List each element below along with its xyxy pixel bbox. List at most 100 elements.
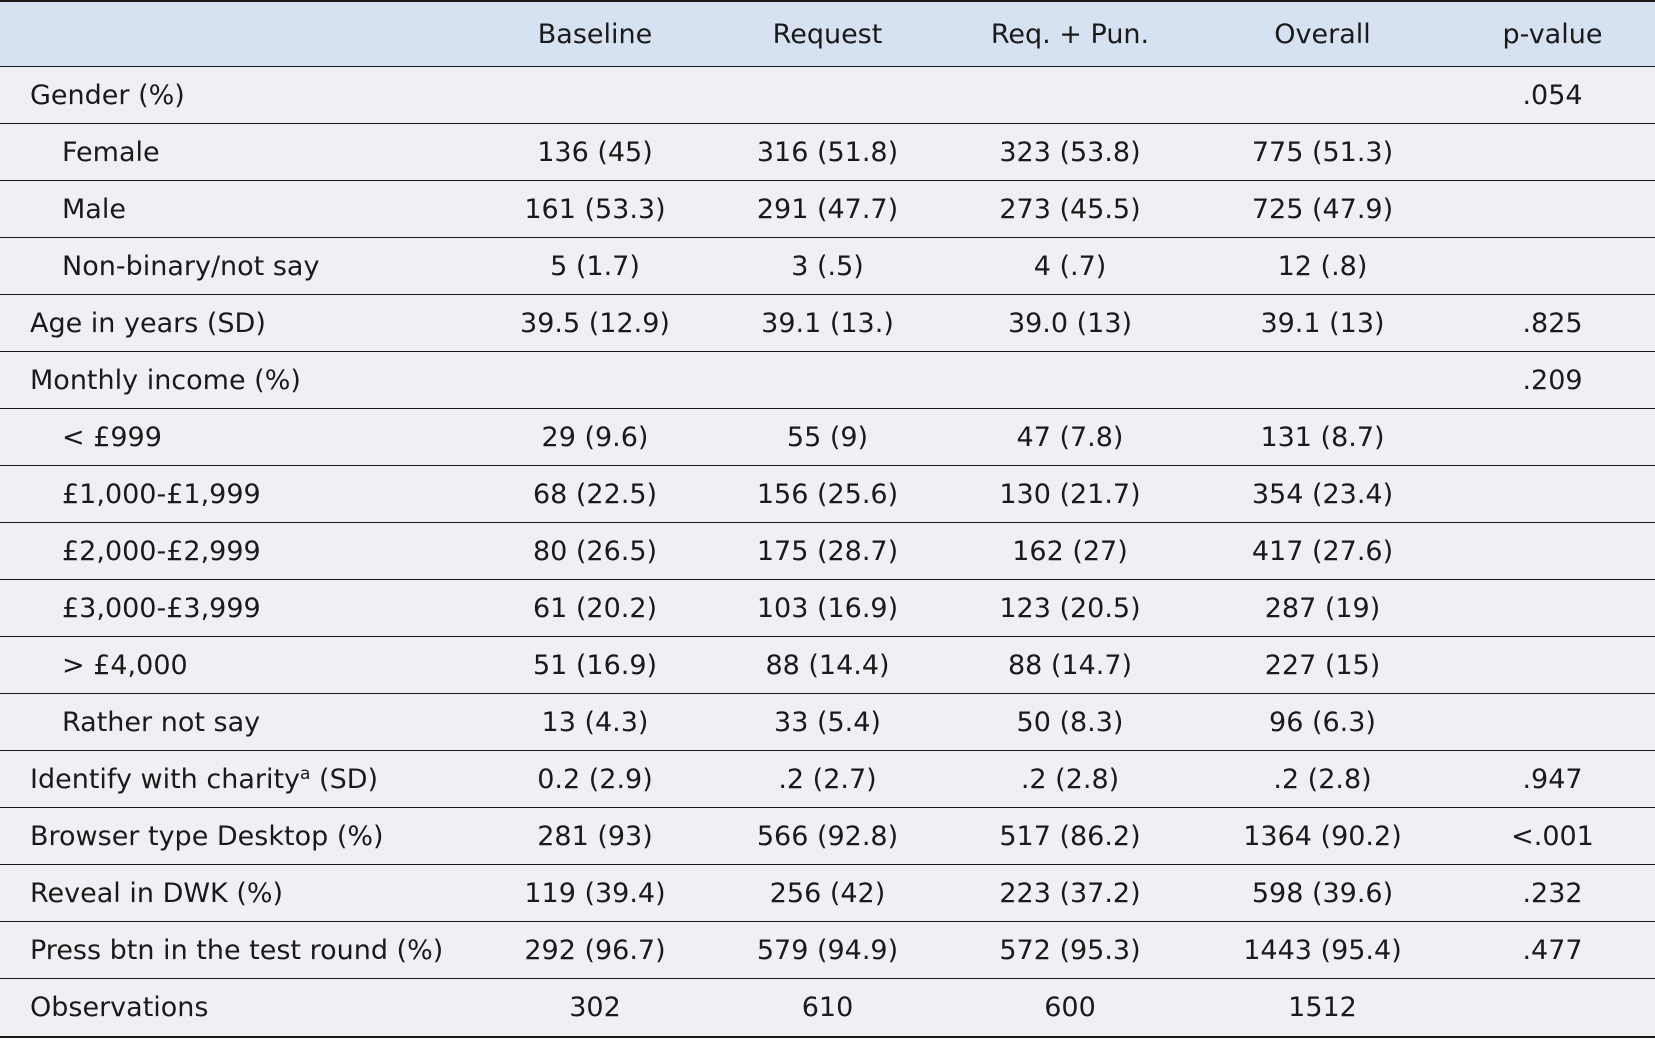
table-row: < £999 29 (9.6) 55 (9) 47 (7.8) 131 (8.7) (0, 408, 1655, 466)
cell-baseline: 119 (39.4) (480, 864, 710, 922)
header-cell-req-pun: Req. + Pun. (945, 0, 1195, 67)
cell-baseline: 281 (93) (480, 807, 710, 865)
row-label-text: £2,000-£2,999 (62, 535, 261, 567)
row-label: Press btn in the test round (%) (0, 921, 480, 979)
table-row: Male 161 (53.3) 291 (47.7) 273 (45.5) 725 (4… (0, 180, 1655, 238)
cell-req-pun: 162 (27) (945, 522, 1195, 580)
row-label: £2,000-£2,999 (0, 522, 480, 580)
cell-request: 33 (5.4) (710, 693, 945, 751)
cell-req-pun: 130 (21.7) (945, 465, 1195, 523)
header-cell-p-value: p-value (1450, 0, 1655, 67)
cell-overall: 96 (6.3) (1195, 693, 1450, 751)
row-label: Female (0, 123, 480, 181)
row-label: Gender (%) (0, 66, 480, 124)
table-row: > £4,000 51 (16.9) 88 (14.4) 88 (14.7) 227 (… (0, 636, 1655, 694)
row-label-text: Female (62, 136, 160, 168)
row-label-text: < £999 (62, 421, 162, 453)
table-row: Non-binary/not say 5 (1.7) 3 (.5) 4 (.7) 12 … (0, 237, 1655, 295)
table-row: Gender (%) .054 (0, 66, 1655, 124)
row-label-suffix: (SD) (310, 763, 379, 795)
cell-request: 566 (92.8) (710, 807, 945, 865)
header-cell-request: Request (710, 0, 945, 67)
cell-overall: .2 (2.8) (1195, 750, 1450, 808)
table-header: Baseline Request Req. + Pun. Overall p-v… (0, 0, 1655, 67)
cell-request: 88 (14.4) (710, 636, 945, 694)
cell-overall: 1443 (95.4) (1195, 921, 1450, 979)
cell-p-value (1450, 408, 1655, 466)
cell-baseline: 29 (9.6) (480, 408, 710, 466)
row-label-text: Browser type Desktop (%) (30, 820, 384, 852)
cell-baseline: 0.2 (2.9) (480, 750, 710, 808)
cell-baseline (480, 351, 710, 409)
table-row: Rather not say 13 (4.3) 33 (5.4) 50 (8.3) 96… (0, 693, 1655, 751)
cell-overall: 354 (23.4) (1195, 465, 1450, 523)
cell-request: 291 (47.7) (710, 180, 945, 238)
cell-overall (1195, 66, 1450, 124)
cell-p-value (1450, 693, 1655, 751)
row-label: < £999 (0, 408, 480, 466)
row-label: Age in years (SD) (0, 294, 480, 352)
row-label: Non-binary/not say (0, 237, 480, 295)
row-label-text: Monthly income (%) (30, 364, 301, 396)
cell-req-pun: 50 (8.3) (945, 693, 1195, 751)
cell-request: 55 (9) (710, 408, 945, 466)
cell-req-pun: 123 (20.5) (945, 579, 1195, 637)
cell-request: 610 (710, 978, 945, 1038)
cell-overall: 12 (.8) (1195, 237, 1450, 295)
row-label: £3,000-£3,999 (0, 579, 480, 637)
cell-request: 316 (51.8) (710, 123, 945, 181)
header-cell-label (0, 0, 480, 67)
cell-p-value (1450, 123, 1655, 181)
cell-p-value (1450, 237, 1655, 295)
cell-baseline: 68 (22.5) (480, 465, 710, 523)
cell-req-pun: 223 (37.2) (945, 864, 1195, 922)
cell-request: 256 (42) (710, 864, 945, 922)
row-label-text: Press btn in the test round (%) (30, 934, 444, 966)
cell-overall: 1512 (1195, 978, 1450, 1038)
table-row: Age in years (SD) 39.5 (12.9) 39.1 (13.) 39… (0, 294, 1655, 352)
cell-p-value (1450, 465, 1655, 523)
cell-request (710, 351, 945, 409)
cell-req-pun: 47 (7.8) (945, 408, 1195, 466)
cell-req-pun: 273 (45.5) (945, 180, 1195, 238)
cell-p-value: .054 (1450, 66, 1655, 124)
cell-p-value: .947 (1450, 750, 1655, 808)
cell-req-pun: .2 (2.8) (945, 750, 1195, 808)
cell-p-value: .232 (1450, 864, 1655, 922)
cell-p-value: .477 (1450, 921, 1655, 979)
row-label-text: Identify with charity (30, 763, 301, 795)
cell-overall: 227 (15) (1195, 636, 1450, 694)
cell-baseline: 136 (45) (480, 123, 710, 181)
cell-overall (1195, 351, 1450, 409)
cell-req-pun: 572 (95.3) (945, 921, 1195, 979)
header-row: Baseline Request Req. + Pun. Overall p-v… (0, 0, 1655, 67)
cell-p-value: .209 (1450, 351, 1655, 409)
table-row: £3,000-£3,999 61 (20.2) 103 (16.9) 123 (20.… (0, 579, 1655, 637)
cell-baseline (480, 66, 710, 124)
row-label: Male (0, 180, 480, 238)
cell-overall: 1364 (90.2) (1195, 807, 1450, 865)
row-label: Identify with charitya (SD) (0, 750, 480, 808)
cell-baseline: 292 (96.7) (480, 921, 710, 979)
cell-req-pun: 600 (945, 978, 1195, 1038)
cell-baseline: 61 (20.2) (480, 579, 710, 637)
cell-p-value (1450, 522, 1655, 580)
row-label-text: Rather not say (62, 706, 261, 738)
table-row: Monthly income (%) .209 (0, 351, 1655, 409)
row-label: Observations (0, 978, 480, 1038)
cell-req-pun (945, 351, 1195, 409)
cell-baseline: 80 (26.5) (480, 522, 710, 580)
cell-request: 103 (16.9) (710, 579, 945, 637)
row-label: Reveal in DWK (%) (0, 864, 480, 922)
cell-request (710, 66, 945, 124)
cell-overall: 725 (47.9) (1195, 180, 1450, 238)
row-label-text: > £4,000 (62, 649, 188, 681)
cell-req-pun: 323 (53.8) (945, 123, 1195, 181)
table-row: Female 136 (45) 316 (51.8) 323 (53.8) 775 (5… (0, 123, 1655, 181)
cell-request: 579 (94.9) (710, 921, 945, 979)
table-row: Reveal in DWK (%) 119 (39.4) 256 (42) 223 (… (0, 864, 1655, 922)
cell-overall: 287 (19) (1195, 579, 1450, 637)
cell-req-pun: 39.0 (13) (945, 294, 1195, 352)
cell-p-value (1450, 579, 1655, 637)
cell-req-pun: 4 (.7) (945, 237, 1195, 295)
